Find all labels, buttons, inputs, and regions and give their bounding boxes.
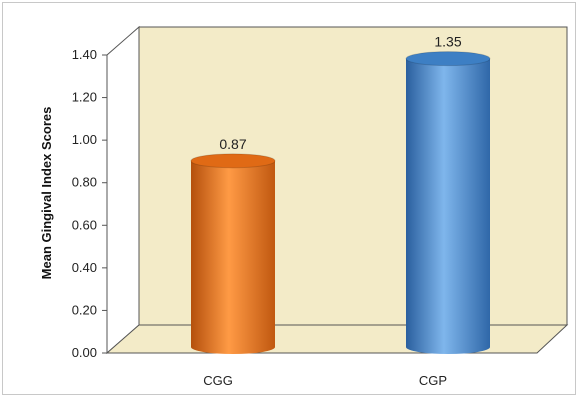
chart-frame: Mean Gingival Index Scores 0.00 0.20 0.40 0… (2, 2, 576, 395)
y-tick-label: 1.20 (72, 90, 97, 105)
y-tick-label: 0.80 (72, 175, 97, 190)
y-axis-ticks: 0.00 0.20 0.40 0.60 0.80 1.00 1.20 1.40 (72, 47, 107, 360)
bar-chart: Mean Gingival Index Scores 0.000.200.400… (39, 25, 569, 388)
bar-cgg: 0.87 (190, 136, 276, 354)
bars: 0.87 1.35 (190, 34, 491, 354)
data-label-cgp: 1.35 (434, 34, 461, 50)
x-category-label: CGG (203, 373, 233, 388)
y-axis-title: Mean Gingival Index Scores (39, 107, 54, 280)
category-labels: CGG CGP (203, 373, 447, 388)
y-tick-label: 1.40 (72, 47, 97, 62)
y-tick-label: 0.20 (72, 302, 97, 317)
bar-cgp: 1.35 (405, 34, 491, 354)
y-tick-label: 0.00 (72, 345, 97, 360)
y-tick-label: 1.00 (72, 132, 97, 147)
y-tick-label: 0.40 (72, 260, 97, 275)
left-wall (106, 25, 140, 355)
y-tick-label: 0.60 (72, 217, 97, 232)
x-category-label: CGP (419, 373, 447, 388)
floor (105, 324, 569, 354)
data-label-cgg: 0.87 (219, 136, 246, 152)
